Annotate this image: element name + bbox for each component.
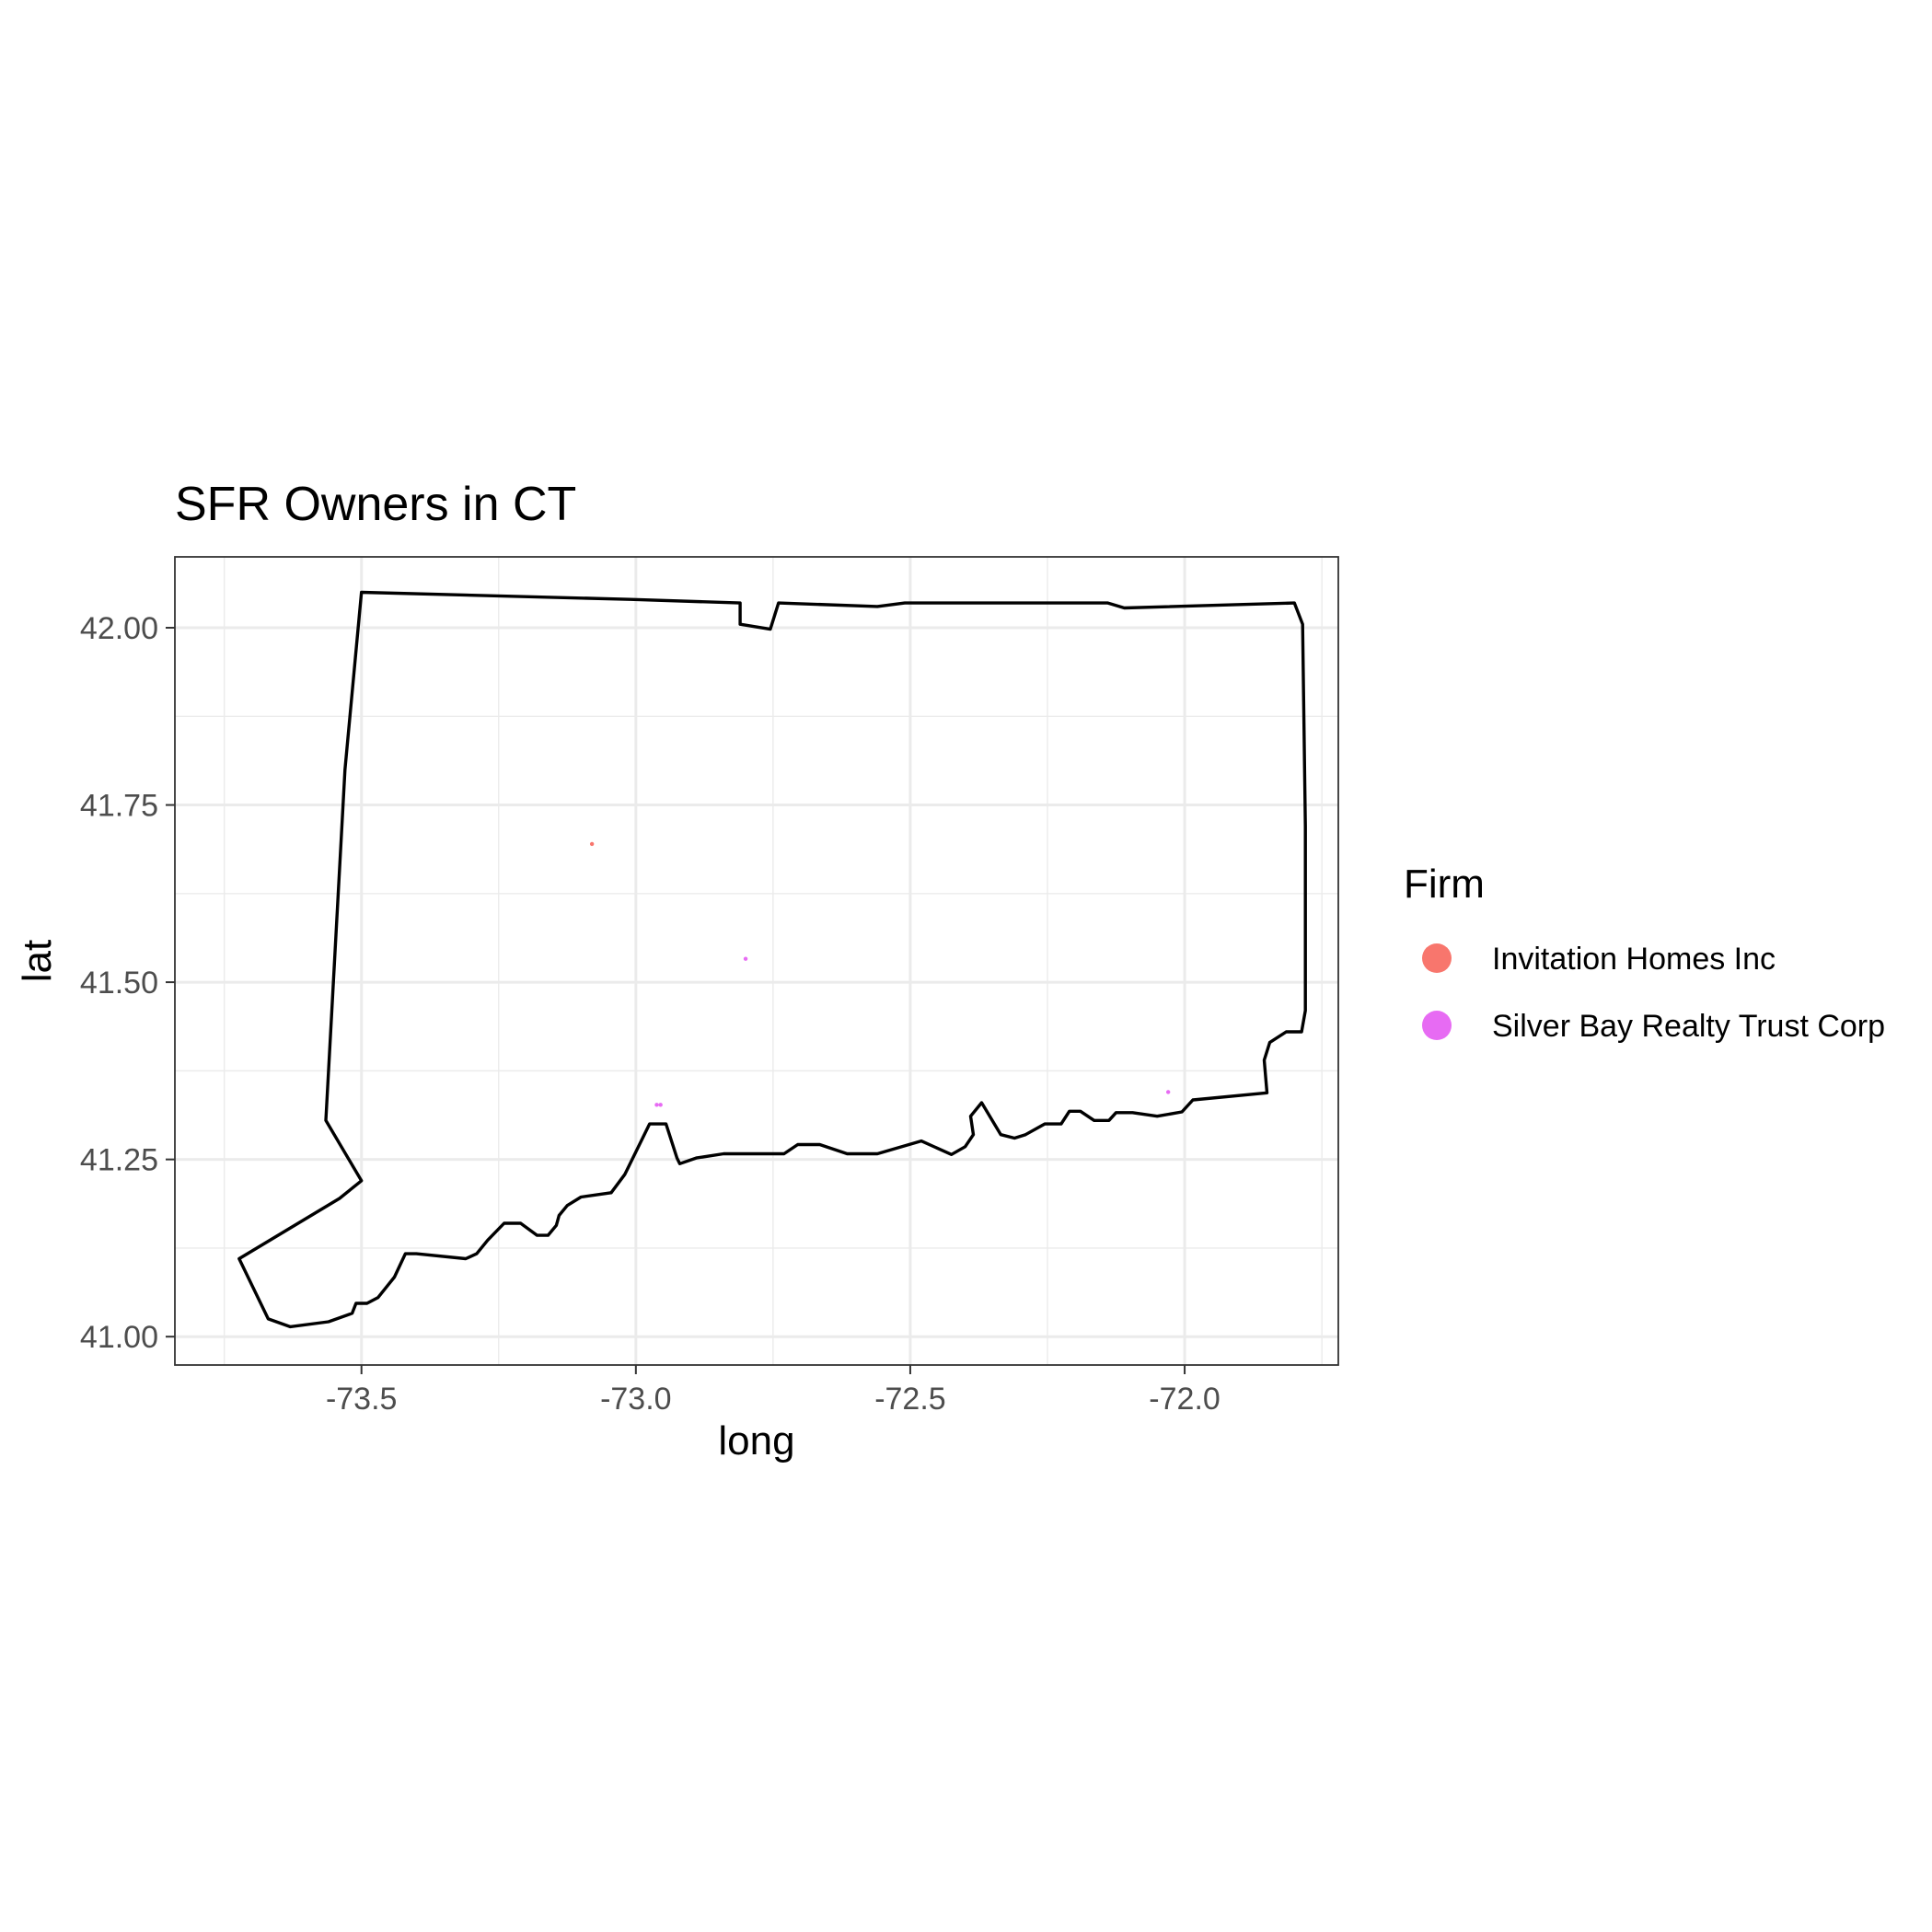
legend: Firm Invitation Homes Inc Silver Bay Rea… bbox=[1404, 862, 1885, 1044]
y-tick-label: 41.75 bbox=[80, 789, 158, 824]
y-tick-label: 41.25 bbox=[80, 1143, 158, 1178]
plot-panel-border bbox=[174, 556, 1339, 1366]
x-axis-title: long bbox=[718, 1418, 794, 1463]
x-axis: -73.5 -73.0 -72.5 -72.0 bbox=[326, 1365, 1221, 1417]
data-point-series-0 bbox=[589, 841, 595, 847]
y-tick-label: 41.50 bbox=[80, 966, 158, 1001]
data-point-series-1 bbox=[658, 1103, 663, 1107]
data-point-series-1 bbox=[654, 1103, 659, 1107]
y-axis-title: lat bbox=[15, 940, 60, 982]
y-tick-label: 41.00 bbox=[80, 1320, 158, 1355]
x-tick-label: -73.5 bbox=[326, 1382, 398, 1417]
data-point-series-1 bbox=[1165, 1090, 1171, 1094]
state-outline bbox=[237, 590, 1307, 1329]
plot-panel-background bbox=[175, 557, 1338, 1365]
data-points bbox=[589, 841, 1171, 1107]
grid-minor bbox=[175, 557, 1338, 1365]
legend-title: Firm bbox=[1404, 862, 1485, 907]
map-title: SFR Owners in CT bbox=[175, 478, 576, 531]
x-tick-label: -72.0 bbox=[1149, 1382, 1221, 1417]
legend-label-invitation-homes: Invitation Homes Inc bbox=[1492, 942, 1776, 977]
legend-label-silver-bay: Silver Bay Realty Trust Corp bbox=[1492, 1009, 1885, 1044]
x-tick-label: -72.5 bbox=[874, 1382, 946, 1417]
y-axis: 41.00 41.25 41.50 41.75 42.00 bbox=[80, 611, 175, 1355]
data-point-series-1 bbox=[743, 956, 748, 961]
x-tick-label: -73.0 bbox=[600, 1382, 672, 1417]
legend-key-invitation-homes bbox=[1422, 943, 1452, 973]
legend-key-silver-bay bbox=[1422, 1011, 1452, 1040]
y-tick-label: 42.00 bbox=[80, 611, 158, 646]
